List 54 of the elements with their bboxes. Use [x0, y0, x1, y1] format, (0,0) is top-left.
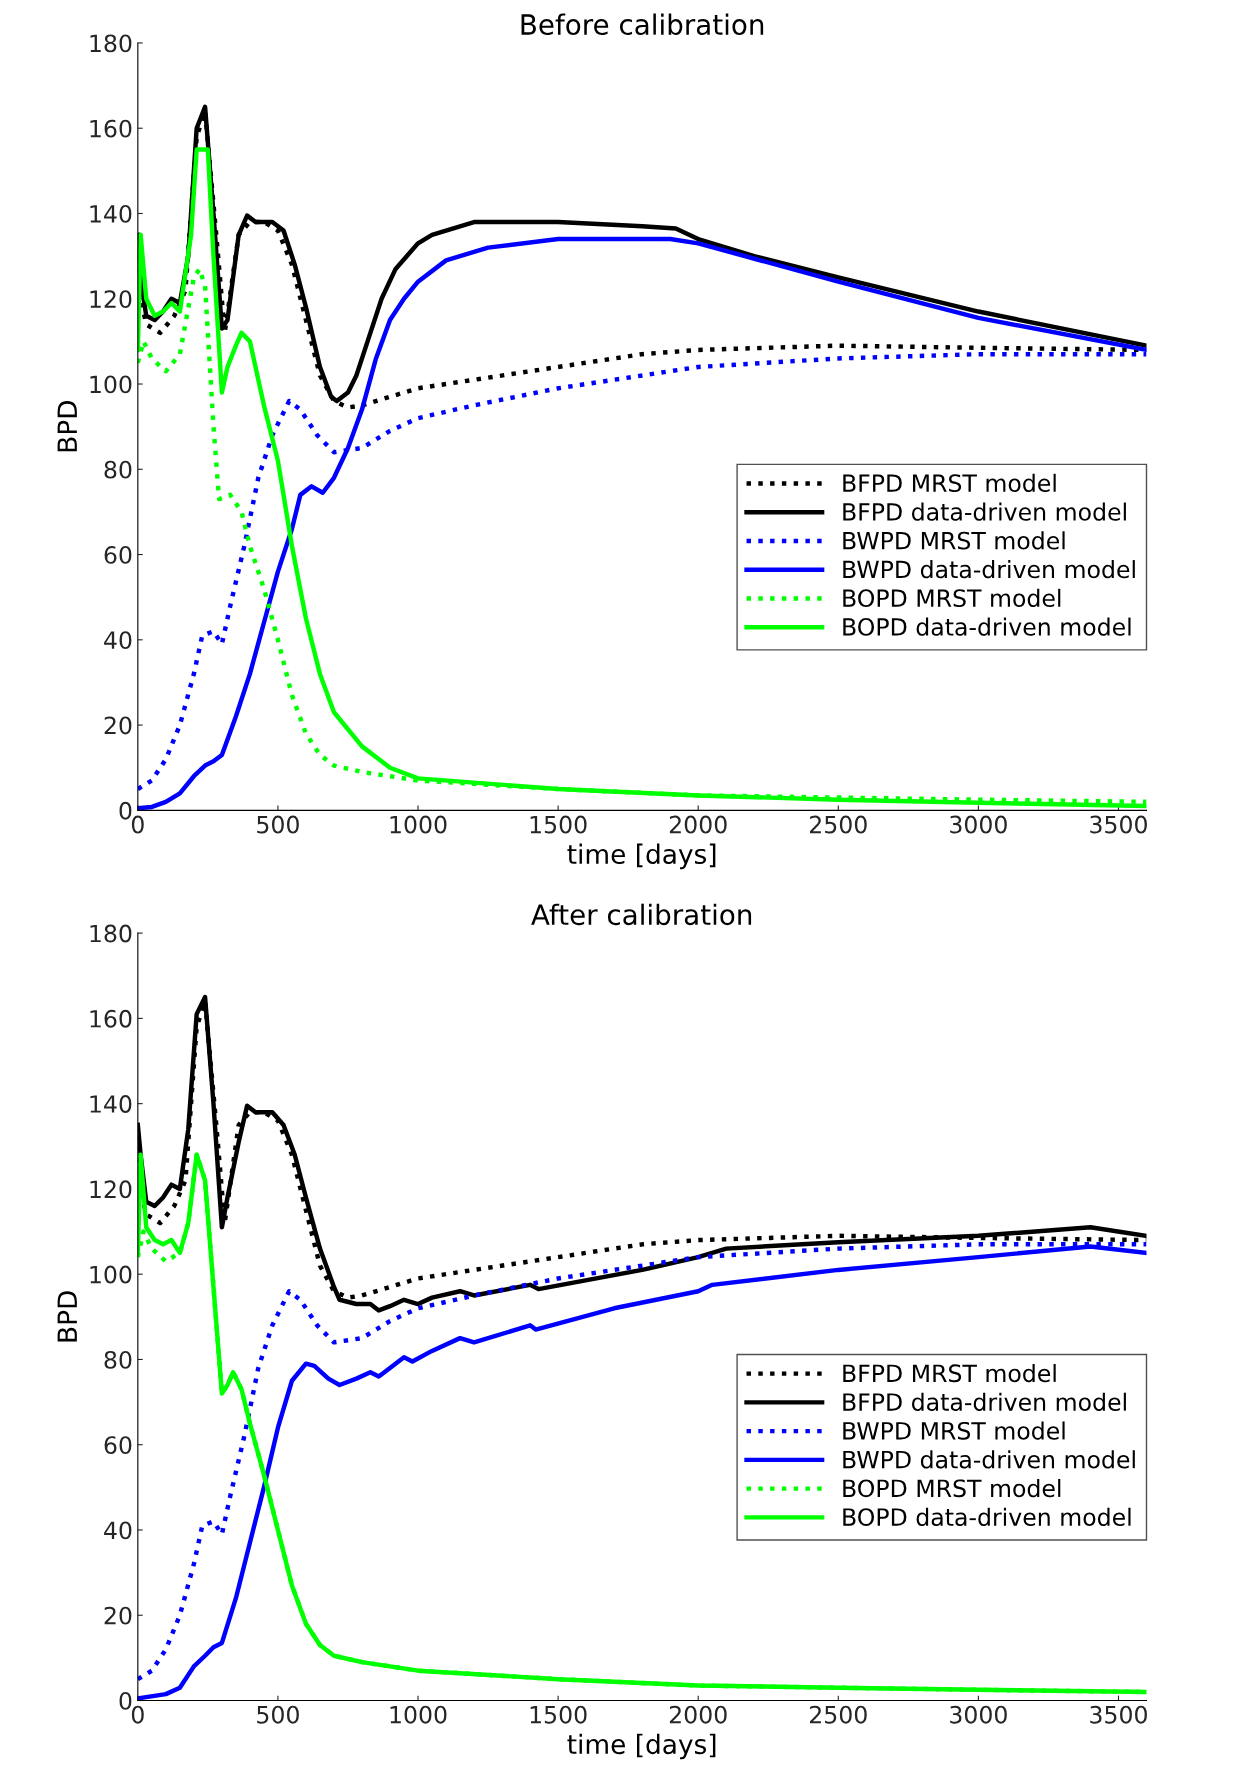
- x-tick-label: 3500: [1090, 815, 1147, 834]
- legend-label: BOPD data-driven model: [843, 617, 1131, 636]
- x-tick-label: 500: [257, 815, 299, 834]
- y-tick-label: 80: [104, 1350, 132, 1369]
- y-tick-label: 100: [90, 375, 132, 394]
- legend-label: BOPD data-driven model: [843, 1507, 1131, 1526]
- x-tick-label: 2000: [669, 1705, 727, 1724]
- y-tick-label: 0: [119, 1691, 132, 1710]
- x-tick-label: 2500: [809, 1705, 867, 1724]
- x-tick-label: 3500: [1090, 1705, 1147, 1724]
- y-tick-label: 60: [104, 545, 132, 564]
- x-tick-label: 1000: [390, 1705, 447, 1724]
- legend-label: BFPD MRST model: [843, 1363, 1056, 1383]
- y-tick-label: 140: [90, 1095, 132, 1113]
- legend-label: BFPD data-driven model: [843, 1392, 1126, 1411]
- x-tick-label: 1000: [390, 815, 447, 834]
- x-tick-label: 2500: [809, 815, 867, 834]
- y-tick-label: 80: [104, 460, 132, 479]
- legend-label: BFPD MRST model: [843, 473, 1056, 493]
- x-axis-title: time [days]: [567, 843, 716, 870]
- legend-label: BWPD data-driven model: [843, 1450, 1135, 1469]
- y-tick-label: 180: [90, 34, 132, 53]
- x-tick-label: 0: [131, 1705, 144, 1724]
- x-tick-label: 0: [131, 815, 144, 834]
- x-tick-label: 3000: [950, 1705, 1007, 1724]
- legend-label: BFPD data-driven model: [843, 502, 1126, 521]
- y-tick-label: 20: [104, 1606, 132, 1625]
- legend-label: BWPD data-driven model: [843, 560, 1135, 579]
- legend-label: BWPD MRST model: [843, 531, 1065, 550]
- y-tick-label: 40: [104, 631, 132, 650]
- y-tick-label: 0: [119, 801, 132, 820]
- chart-title: After calibration: [531, 903, 752, 926]
- y-axis-title: BPD: [57, 401, 77, 452]
- y-tick-label: 60: [104, 1436, 132, 1455]
- x-tick-label: 3000: [950, 815, 1007, 834]
- y-tick-label: 100: [90, 1265, 132, 1284]
- y-tick-label: 40: [104, 1521, 132, 1540]
- x-tick-label: 500: [257, 1705, 299, 1724]
- y-tick-label: 20: [104, 716, 132, 735]
- y-axis-title: BPD: [57, 1291, 77, 1342]
- legend-label: BOPD MRST model: [843, 1478, 1061, 1498]
- legend-label: BOPD MRST model: [843, 588, 1061, 608]
- x-tick-label: 1500: [530, 815, 587, 834]
- y-tick-label: 140: [90, 204, 132, 223]
- y-tick-label: 120: [90, 1180, 132, 1199]
- x-tick-label: 2000: [669, 815, 727, 834]
- x-axis-title: time [days]: [567, 1733, 716, 1760]
- chart-title: Before calibration: [521, 13, 764, 36]
- x-tick-label: 1500: [530, 1705, 587, 1724]
- y-tick-label: 160: [90, 119, 132, 138]
- y-tick-label: 120: [90, 290, 132, 309]
- y-tick-label: 160: [90, 1009, 132, 1028]
- y-tick-label: 180: [90, 924, 132, 943]
- legend-label: BWPD MRST model: [843, 1421, 1065, 1440]
